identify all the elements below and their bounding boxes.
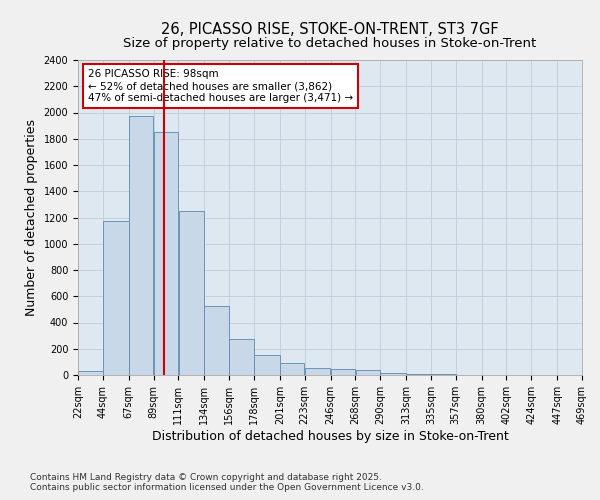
Bar bbox=[229, 339, 254, 375]
Bar bbox=[103, 221, 128, 375]
Bar bbox=[78, 371, 103, 375]
Bar bbox=[154, 132, 178, 375]
Bar bbox=[331, 369, 355, 375]
Y-axis label: Number of detached properties: Number of detached properties bbox=[25, 119, 38, 316]
Text: 26 PICASSO RISE: 98sqm
← 52% of detached houses are smaller (3,862)
47% of semi-: 26 PICASSO RISE: 98sqm ← 52% of detached… bbox=[88, 70, 353, 102]
Bar bbox=[129, 116, 154, 375]
Bar bbox=[305, 368, 331, 375]
Bar bbox=[406, 374, 431, 375]
Text: 26, PICASSO RISE, STOKE-ON-TRENT, ST3 7GF: 26, PICASSO RISE, STOKE-ON-TRENT, ST3 7G… bbox=[161, 22, 499, 38]
Bar bbox=[356, 370, 380, 375]
Bar bbox=[380, 373, 406, 375]
Bar bbox=[254, 356, 280, 375]
Bar bbox=[280, 363, 304, 375]
Text: Contains HM Land Registry data © Crown copyright and database right 2025.
Contai: Contains HM Land Registry data © Crown c… bbox=[30, 473, 424, 492]
X-axis label: Distribution of detached houses by size in Stoke-on-Trent: Distribution of detached houses by size … bbox=[152, 430, 508, 442]
Bar bbox=[431, 374, 455, 375]
Text: Size of property relative to detached houses in Stoke-on-Trent: Size of property relative to detached ho… bbox=[124, 38, 536, 51]
Bar bbox=[179, 211, 204, 375]
Bar bbox=[205, 306, 229, 375]
